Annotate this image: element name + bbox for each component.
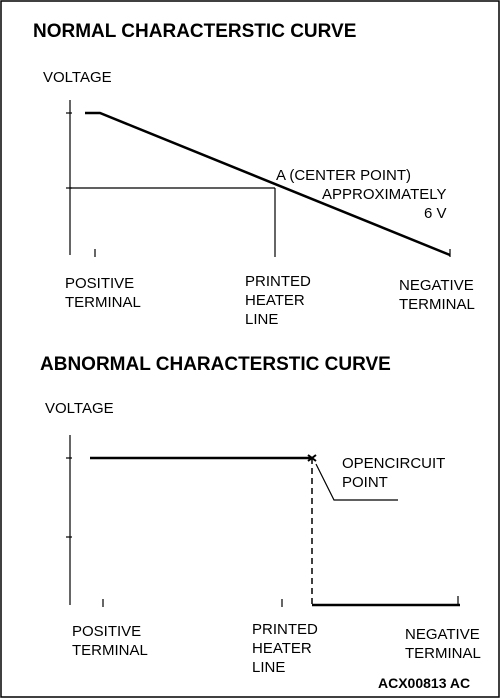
x-label: HEATER <box>245 292 305 309</box>
diagram-title: ABNORMAL CHARACTERSTIC CURVE <box>40 354 391 375</box>
x-label: POSITIVE <box>65 275 134 292</box>
x-label: LINE <box>252 659 285 676</box>
x-label: HEATER <box>252 640 312 657</box>
x-label: TERMINAL <box>72 642 148 659</box>
x-label: NEGATIVE <box>405 626 480 643</box>
x-label: TERMINAL <box>405 645 481 662</box>
annotation: A (CENTER POINT) <box>276 167 411 184</box>
x-label: TERMINAL <box>65 294 141 311</box>
y-label: VOLTAGE <box>43 69 112 86</box>
figure-id: ACX00813 AC <box>378 675 470 691</box>
annotation: POINT <box>342 474 388 491</box>
annotation: APPROXIMATELY <box>322 186 446 203</box>
leader-line <box>315 463 398 501</box>
x-label: POSITIVE <box>72 623 141 640</box>
x-label: PRINTED <box>245 273 311 290</box>
x-label: NEGATIVE <box>399 277 474 294</box>
x-label: PRINTED <box>252 621 318 638</box>
point-marker <box>307 454 317 462</box>
annotation: 6 V <box>424 205 447 222</box>
y-label: VOLTAGE <box>45 400 114 417</box>
x-label: LINE <box>245 311 278 328</box>
annotation: OPENCIRCUIT <box>342 455 445 472</box>
curve <box>85 111 451 257</box>
normal-diagram: NORMAL CHARACTERSTIC CURVE VOLTAGE A (CE… <box>33 21 475 328</box>
x-label: TERMINAL <box>399 296 475 313</box>
diagram-title: NORMAL CHARACTERSTIC CURVE <box>33 21 356 42</box>
abnormal-diagram: ABNORMAL CHARACTERSTIC CURVE VOLTAGE OPE… <box>40 354 481 676</box>
